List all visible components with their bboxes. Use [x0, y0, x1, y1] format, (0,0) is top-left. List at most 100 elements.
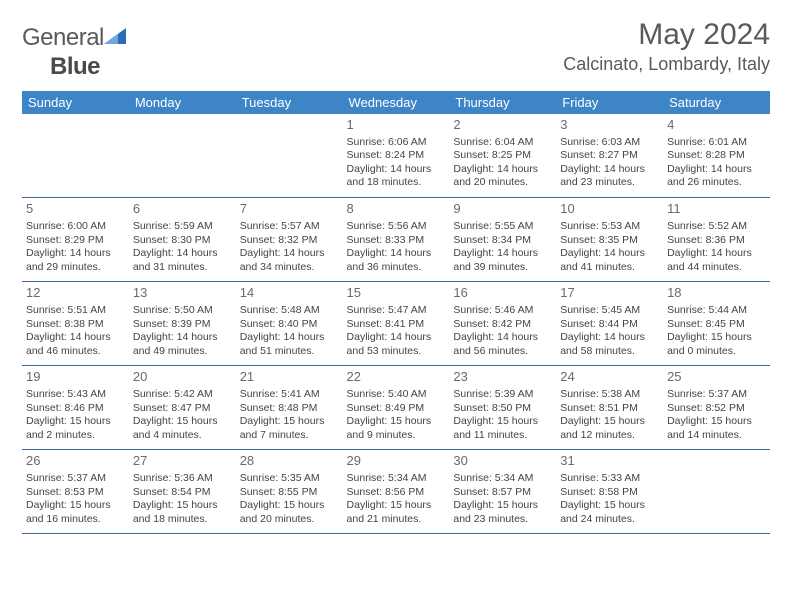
day-number: 8	[347, 201, 446, 218]
sunset-text: Sunset: 8:24 PM	[347, 149, 446, 163]
location: Calcinato, Lombardy, Italy	[563, 54, 770, 75]
daylight-text: Daylight: 15 hours	[667, 415, 766, 429]
day-header: Thursday	[449, 91, 556, 114]
day-number: 17	[560, 285, 659, 302]
calendar-table: Sunday Monday Tuesday Wednesday Thursday…	[22, 91, 770, 535]
sunset-text: Sunset: 8:56 PM	[347, 486, 446, 500]
daylight-text: Daylight: 15 hours	[560, 499, 659, 513]
day-cell: 15Sunrise: 5:47 AMSunset: 8:41 PMDayligh…	[343, 282, 450, 366]
daylight-text: Daylight: 14 hours	[240, 247, 339, 261]
sunset-text: Sunset: 8:49 PM	[347, 402, 446, 416]
daylight-text: Daylight: 15 hours	[26, 499, 125, 513]
sunset-text: Sunset: 8:47 PM	[133, 402, 232, 416]
day-cell	[663, 450, 770, 534]
day-number: 12	[26, 285, 125, 302]
daylight-text: Daylight: 14 hours	[347, 331, 446, 345]
daylight-text: Daylight: 15 hours	[240, 499, 339, 513]
day-number: 31	[560, 453, 659, 470]
day-number: 25	[667, 369, 766, 386]
day-number: 18	[667, 285, 766, 302]
sunrise-text: Sunrise: 5:42 AM	[133, 388, 232, 402]
day-cell	[129, 114, 236, 198]
sunrise-text: Sunrise: 5:41 AM	[240, 388, 339, 402]
day-cell: 26Sunrise: 5:37 AMSunset: 8:53 PMDayligh…	[22, 450, 129, 534]
sunset-text: Sunset: 8:36 PM	[667, 234, 766, 248]
sunrise-text: Sunrise: 6:06 AM	[347, 136, 446, 150]
sunrise-text: Sunrise: 5:34 AM	[347, 472, 446, 486]
daylight-text: and 24 minutes.	[560, 513, 659, 527]
daylight-text: Daylight: 14 hours	[667, 247, 766, 261]
sunrise-text: Sunrise: 5:40 AM	[347, 388, 446, 402]
title-block: May 2024 Calcinato, Lombardy, Italy	[563, 18, 770, 75]
daylight-text: Daylight: 14 hours	[453, 331, 552, 345]
day-cell: 5Sunrise: 6:00 AMSunset: 8:29 PMDaylight…	[22, 198, 129, 282]
day-cell: 27Sunrise: 5:36 AMSunset: 8:54 PMDayligh…	[129, 450, 236, 534]
sunrise-text: Sunrise: 5:45 AM	[560, 304, 659, 318]
sunrise-text: Sunrise: 5:33 AM	[560, 472, 659, 486]
sunset-text: Sunset: 8:27 PM	[560, 149, 659, 163]
sunset-text: Sunset: 8:41 PM	[347, 318, 446, 332]
sunset-text: Sunset: 8:38 PM	[26, 318, 125, 332]
sunset-text: Sunset: 8:57 PM	[453, 486, 552, 500]
daylight-text: Daylight: 15 hours	[347, 415, 446, 429]
daylight-text: and 29 minutes.	[26, 261, 125, 275]
daylight-text: and 9 minutes.	[347, 429, 446, 443]
day-number: 3	[560, 117, 659, 134]
sunset-text: Sunset: 8:48 PM	[240, 402, 339, 416]
day-number: 9	[453, 201, 552, 218]
daylight-text: Daylight: 15 hours	[453, 415, 552, 429]
sunrise-text: Sunrise: 6:04 AM	[453, 136, 552, 150]
sunrise-text: Sunrise: 5:50 AM	[133, 304, 232, 318]
daylight-text: and 31 minutes.	[133, 261, 232, 275]
day-number: 6	[133, 201, 232, 218]
day-cell: 25Sunrise: 5:37 AMSunset: 8:52 PMDayligh…	[663, 366, 770, 450]
day-cell: 10Sunrise: 5:53 AMSunset: 8:35 PMDayligh…	[556, 198, 663, 282]
daylight-text: and 49 minutes.	[133, 345, 232, 359]
day-number: 30	[453, 453, 552, 470]
day-cell: 1Sunrise: 6:06 AMSunset: 8:24 PMDaylight…	[343, 114, 450, 198]
day-cell: 3Sunrise: 6:03 AMSunset: 8:27 PMDaylight…	[556, 114, 663, 198]
sunrise-text: Sunrise: 5:56 AM	[347, 220, 446, 234]
day-header: Sunday	[22, 91, 129, 114]
daylight-text: Daylight: 15 hours	[133, 415, 232, 429]
sunrise-text: Sunrise: 6:03 AM	[560, 136, 659, 150]
day-number: 29	[347, 453, 446, 470]
day-number: 21	[240, 369, 339, 386]
day-cell: 19Sunrise: 5:43 AMSunset: 8:46 PMDayligh…	[22, 366, 129, 450]
daylight-text: Daylight: 14 hours	[26, 331, 125, 345]
sunset-text: Sunset: 8:33 PM	[347, 234, 446, 248]
sunrise-text: Sunrise: 5:51 AM	[26, 304, 125, 318]
daylight-text: and 21 minutes.	[347, 513, 446, 527]
daylight-text: and 18 minutes.	[133, 513, 232, 527]
sunrise-text: Sunrise: 5:52 AM	[667, 220, 766, 234]
day-cell: 2Sunrise: 6:04 AMSunset: 8:25 PMDaylight…	[449, 114, 556, 198]
day-cell: 14Sunrise: 5:48 AMSunset: 8:40 PMDayligh…	[236, 282, 343, 366]
sunset-text: Sunset: 8:52 PM	[667, 402, 766, 416]
daylight-text: and 14 minutes.	[667, 429, 766, 443]
day-number: 1	[347, 117, 446, 134]
daylight-text: and 18 minutes.	[347, 176, 446, 190]
logo-text-2: Blue	[50, 53, 100, 80]
daylight-text: Daylight: 14 hours	[133, 247, 232, 261]
day-cell: 12 Sunrise: 5:51 AMSunset: 8:38 PMDayligh…	[22, 282, 129, 366]
day-header: Tuesday	[236, 91, 343, 114]
sunset-text: Sunset: 8:45 PM	[667, 318, 766, 332]
day-number: 14	[240, 285, 339, 302]
sunset-text: Sunset: 8:58 PM	[560, 486, 659, 500]
day-number: 15	[347, 285, 446, 302]
sunrise-text: Sunrise: 5:38 AM	[560, 388, 659, 402]
daylight-text: and 4 minutes.	[133, 429, 232, 443]
day-number: 28	[240, 453, 339, 470]
daylight-text: and 12 minutes.	[560, 429, 659, 443]
daylight-text: Daylight: 15 hours	[26, 415, 125, 429]
day-cell: 13Sunrise: 5:50 AMSunset: 8:39 PMDayligh…	[129, 282, 236, 366]
day-cell: 7Sunrise: 5:57 AMSunset: 8:32 PMDaylight…	[236, 198, 343, 282]
sunrise-text: Sunrise: 5:43 AM	[26, 388, 125, 402]
daylight-text: and 58 minutes.	[560, 345, 659, 359]
daylight-text: Daylight: 14 hours	[560, 247, 659, 261]
week-row: 19Sunrise: 5:43 AMSunset: 8:46 PMDayligh…	[22, 366, 770, 450]
week-row: 26Sunrise: 5:37 AMSunset: 8:53 PMDayligh…	[22, 450, 770, 534]
daylight-text: Daylight: 15 hours	[560, 415, 659, 429]
sunset-text: Sunset: 8:29 PM	[26, 234, 125, 248]
logo-text-1: General	[22, 24, 104, 51]
